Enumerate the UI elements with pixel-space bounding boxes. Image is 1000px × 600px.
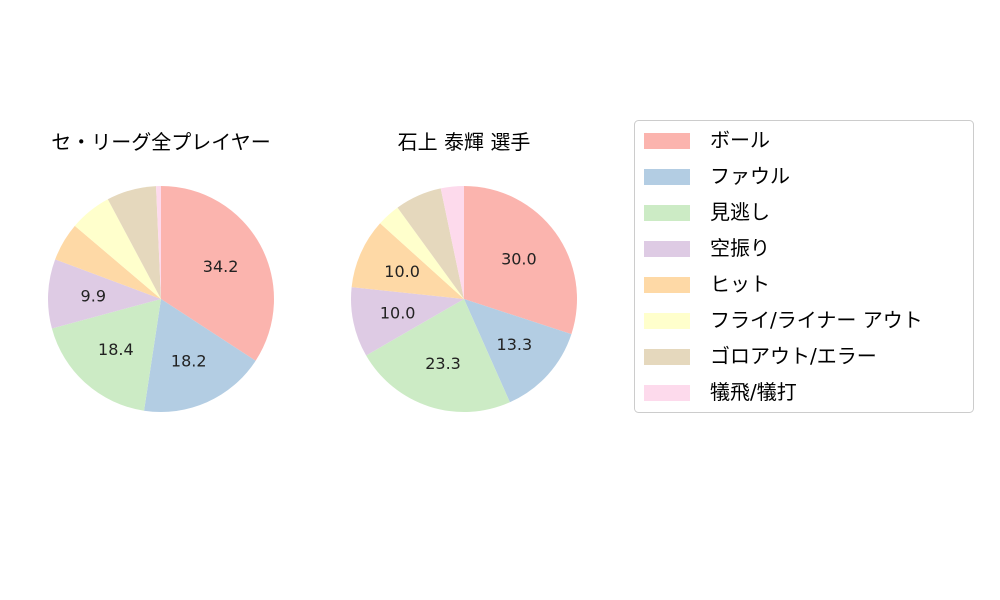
pie-slice — [351, 223, 464, 299]
slice-data-label: 9.9 — [81, 286, 106, 305]
pie-title-player: 石上 泰輝 選手 — [398, 130, 531, 154]
legend-swatch — [644, 277, 690, 293]
legend-swatch — [644, 241, 690, 257]
legend-label: フライ/ライナー アウト — [710, 308, 923, 332]
slice-data-label: 23.3 — [425, 354, 461, 373]
legend-label: 見逃し — [710, 200, 770, 224]
legend-label: 空振り — [710, 236, 770, 260]
legend-label: ゴロアウト/エラー — [710, 344, 877, 368]
slice-data-label: 10.0 — [384, 262, 420, 281]
pie-slice — [464, 299, 572, 403]
pie-slice — [397, 188, 464, 299]
pie-slice — [464, 186, 577, 335]
pie-chart-league: セ・リーグ全プレイヤー 34.2 18.2 18.4 9.9 — [47, 130, 274, 413]
pie-slice — [51, 299, 161, 411]
pie-slice — [366, 299, 510, 412]
pie-slice — [380, 207, 464, 299]
legend-swatch — [644, 205, 690, 221]
legend-swatch — [644, 133, 690, 149]
pie-slice — [156, 186, 161, 299]
legend-swatch — [644, 385, 690, 401]
legend-swatch — [644, 313, 690, 329]
slice-data-label: 13.3 — [497, 335, 533, 354]
slice-data-label: 30.0 — [501, 250, 537, 269]
slice-data-label: 34.2 — [203, 257, 239, 276]
pie-title-league: セ・リーグ全プレイヤー — [51, 130, 270, 154]
pie-slice — [351, 287, 464, 356]
slice-data-label: 18.2 — [171, 351, 207, 370]
legend-swatch — [644, 169, 690, 185]
pie-slice — [440, 186, 464, 299]
pie-slice — [55, 225, 162, 299]
slice-data-label: 10.0 — [380, 304, 416, 323]
pie-slice — [161, 186, 274, 361]
pie-slice — [144, 299, 256, 413]
legend-label: 犠飛/犠打 — [710, 380, 797, 404]
slice-data-label: 18.4 — [98, 340, 134, 359]
legend-label: ヒット — [710, 272, 770, 296]
legend-label: ファウル — [710, 164, 790, 188]
legend-swatch — [644, 349, 690, 365]
pie-slice — [74, 199, 161, 299]
legend-label: ボール — [710, 128, 770, 152]
pie-slice — [47, 259, 161, 329]
pie-slice — [107, 186, 161, 299]
legend-frame — [634, 120, 974, 413]
pie-chart-player: 石上 泰輝 選手 30.0 13.3 23.3 10.0 10.0 — [351, 130, 577, 412]
